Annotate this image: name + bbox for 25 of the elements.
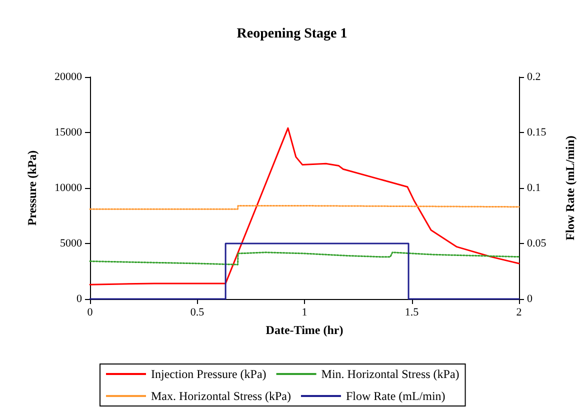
y2-axis-title: Flow Rate (mL/min)	[563, 136, 577, 240]
y-tick-label: 5000	[60, 238, 82, 250]
y2-tick-label: 0.1	[527, 182, 541, 194]
x-tick-label: 2	[516, 306, 522, 318]
line-series	[89, 252, 520, 266]
x-tick-label: 1	[302, 306, 308, 318]
y-tick-label: 20000	[54, 71, 82, 83]
y-axis-title: Pressure (kPa)	[25, 150, 39, 226]
y-tick-label: 10000	[54, 182, 82, 194]
chart-title: Reopening Stage 1	[236, 26, 348, 42]
line-series	[89, 127, 520, 286]
x-tick-label: 0.5	[190, 306, 205, 318]
y2-tick-label: 0.15	[527, 126, 547, 138]
y2-tick-label: 0.05	[527, 238, 547, 250]
x-tick-label: 1.5	[404, 306, 420, 318]
y-tick-label: 15000	[54, 126, 82, 138]
legend-label: Max. Horizontal Stress (kPa)	[151, 389, 291, 403]
y-tick-label: 0	[76, 293, 82, 305]
y2-tick-label: 0	[527, 293, 533, 305]
legend-label: Flow Rate (mL/min)	[346, 389, 446, 403]
legend-label: Injection Pressure (kPa)	[151, 367, 266, 381]
y2-tick-label: 0.2	[527, 71, 541, 83]
legend-label: Min. Horizontal Stress (kPa)	[321, 367, 460, 381]
x-tick-label: 0	[87, 306, 94, 318]
x-axis-title: Date-Time (hr)	[266, 323, 344, 337]
